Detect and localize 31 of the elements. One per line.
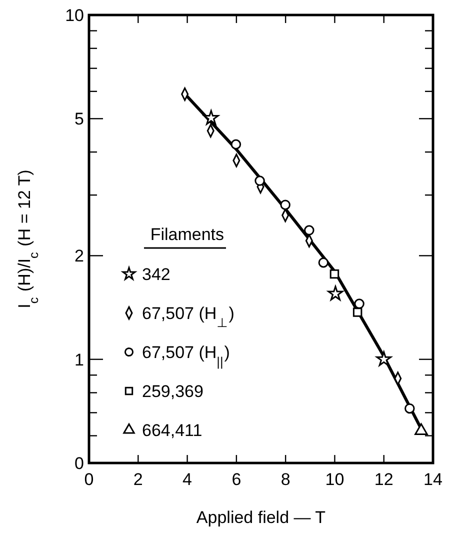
x-axis-title: Applied field — T	[196, 508, 326, 527]
point	[354, 298, 364, 309]
point	[376, 351, 392, 366]
point	[328, 286, 344, 300]
y-tick-label: 5	[74, 110, 84, 129]
point	[230, 139, 242, 150]
x-tick-label: 4	[182, 470, 192, 489]
point	[280, 200, 290, 210]
y-tick-label: 2	[74, 246, 84, 266]
x-tick-label: 6	[232, 470, 242, 489]
point	[404, 403, 415, 414]
x-tick-label: 2	[133, 470, 143, 489]
y-tick-label: 1	[74, 350, 84, 370]
x-tick-label: 12	[374, 470, 394, 489]
point	[352, 308, 362, 317]
legend-label: 664,411	[142, 421, 202, 440]
legend-title: Filaments	[150, 225, 224, 244]
x-tick-label: 14	[424, 470, 442, 489]
y-tick-label: 10	[65, 6, 84, 25]
legend-label: 67,507 (H$_{⊥}$)	[142, 304, 234, 330]
point	[304, 225, 314, 236]
point	[203, 110, 219, 125]
point	[330, 269, 340, 279]
legend-label: 342	[142, 265, 170, 284]
x-tick-label: 8	[280, 470, 290, 489]
legend-label: 259,369	[142, 382, 204, 401]
point	[318, 257, 329, 268]
legend-label: 67,507 (H$_{||}$)	[142, 343, 230, 368]
x-tick-label: 10	[325, 470, 344, 489]
point	[254, 176, 265, 186]
y-tick-label: 0	[74, 454, 84, 473]
